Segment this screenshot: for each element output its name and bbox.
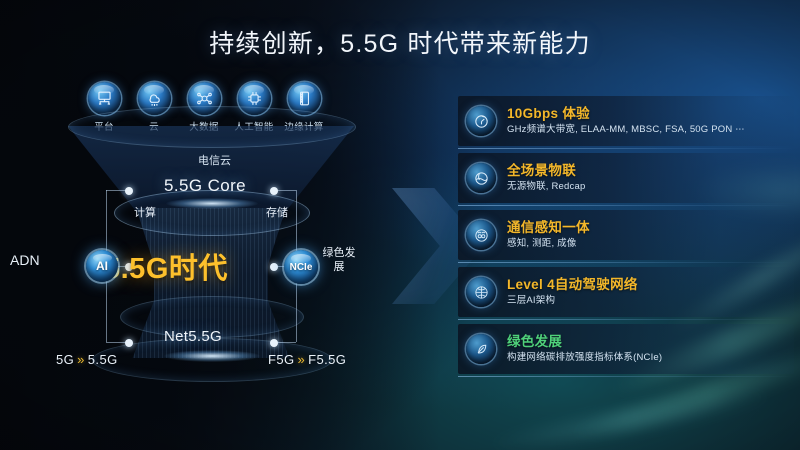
- capability-text: 通信感知一体 感知, 测距, 成像: [507, 220, 590, 251]
- capability-title: 全场景物联: [507, 162, 576, 178]
- core-glow-disc: [166, 198, 258, 209]
- speed-gauge-icon: [466, 106, 496, 136]
- capability-title: 10Gbps 体验: [507, 105, 590, 121]
- autonomous-network-icon: [466, 277, 496, 307]
- leader-node: [270, 187, 278, 195]
- connector-node-ai: [125, 263, 133, 271]
- label-green-development: 绿色发展: [322, 247, 356, 273]
- ncie-badge-label: NCIe: [289, 261, 313, 273]
- iot-globe-icon: [466, 163, 496, 193]
- capability-subtitle: 无源物联, Redcap: [507, 180, 586, 192]
- top-icon-platform[interactable]: 平台: [84, 82, 124, 133]
- label-adn: ADN: [10, 252, 40, 268]
- chevron-right-icon: »: [77, 352, 85, 367]
- leader-line-left-top: [106, 190, 128, 191]
- leader-line-right-top: [274, 190, 296, 191]
- capability-list: 10Gbps 体验 GHz频谱大带宽, ELAA-MM, MBSC, FSA, …: [458, 96, 794, 381]
- base-glow-disc: [164, 350, 260, 362]
- capability-subtitle: 构建网络碳排放强度指标体系(NCIe): [507, 351, 663, 363]
- capability-row-sensing[interactable]: 通信感知一体 感知, 测距, 成像: [458, 210, 794, 263]
- capability-text: Level 4自动驾驶网络 三层AI架构: [507, 277, 638, 308]
- evolution-5g: 5G» 5.5G: [56, 352, 118, 367]
- capability-subtitle: 感知, 测距, 成像: [507, 237, 577, 249]
- evolution-to: F5.5G: [308, 352, 347, 367]
- label-5g-core: 5.5G Core: [164, 176, 247, 195]
- chevron-right-icon: »: [297, 352, 306, 367]
- capability-row-10gbps[interactable]: 10Gbps 体验 GHz频谱大带宽, ELAA-MM, MBSC, FSA, …: [458, 96, 794, 149]
- ncie-badge[interactable]: NCIe: [284, 250, 318, 284]
- capability-title: 通信感知一体: [507, 219, 590, 235]
- capability-title: Level 4自动驾驶网络: [507, 276, 638, 292]
- leader-node: [125, 187, 133, 195]
- label-compute: 计算: [134, 207, 156, 219]
- evolution-f5g: F5G» F5.5G: [268, 352, 346, 367]
- leader-node: [125, 339, 133, 347]
- capability-text: 全场景物联 无源物联, Redcap: [507, 163, 585, 194]
- capability-text: 绿色发展 构建网络碳排放强度指标体系(NCIe): [507, 334, 662, 365]
- hourglass-diagram: 电信云 5.5G Core 计算 存储 5.5G时代 ADN 绿色发展 Net5…: [10, 106, 376, 382]
- platform-icon: [87, 82, 121, 115]
- label-telecom-cloud: 电信云: [198, 155, 231, 167]
- label-storage: 存储: [266, 207, 288, 219]
- sensing-radar-icon: [466, 220, 496, 250]
- funnel-ring-top: [68, 106, 356, 148]
- leader-node: [270, 339, 278, 347]
- capability-subtitle: GHz频谱大带宽, ELAA-MM, MBSC, FSA, 50G PON ⋯: [507, 123, 745, 135]
- capability-row-autonomous[interactable]: Level 4自动驾驶网络 三层AI架构: [458, 267, 794, 320]
- page-title: 持续创新，5.5G 时代带来新能力: [209, 30, 591, 58]
- capability-row-iot[interactable]: 全场景物联 无源物联, Redcap: [458, 153, 794, 206]
- capability-row-green[interactable]: 绿色发展 构建网络碳排放强度指标体系(NCIe): [458, 324, 794, 377]
- label-net55g: Net5.5G: [164, 328, 222, 345]
- capability-subtitle: 三层AI架构: [507, 294, 556, 306]
- evolution-from: F5G: [268, 352, 295, 367]
- leader-line-left-bottom: [106, 342, 128, 343]
- funnel-ring-mid: [114, 190, 310, 236]
- capability-title: 绿色发展: [507, 333, 563, 349]
- evolution-to: 5.5G: [87, 352, 118, 367]
- aurora-streak: [480, 384, 780, 450]
- ai-badge-label: AI: [96, 259, 108, 273]
- ai-badge[interactable]: AI: [86, 250, 118, 282]
- label-5g-era: 5.5G时代: [104, 253, 228, 285]
- connector-node-ncie: [270, 263, 278, 271]
- leaf-icon: [466, 334, 496, 364]
- leader-line-right-bottom: [274, 342, 296, 343]
- capability-text: 10Gbps 体验 GHz频谱大带宽, ELAA-MM, MBSC, FSA, …: [507, 106, 745, 137]
- evolution-from: 5G: [56, 352, 75, 367]
- funnel-ring-bottom: [92, 338, 332, 382]
